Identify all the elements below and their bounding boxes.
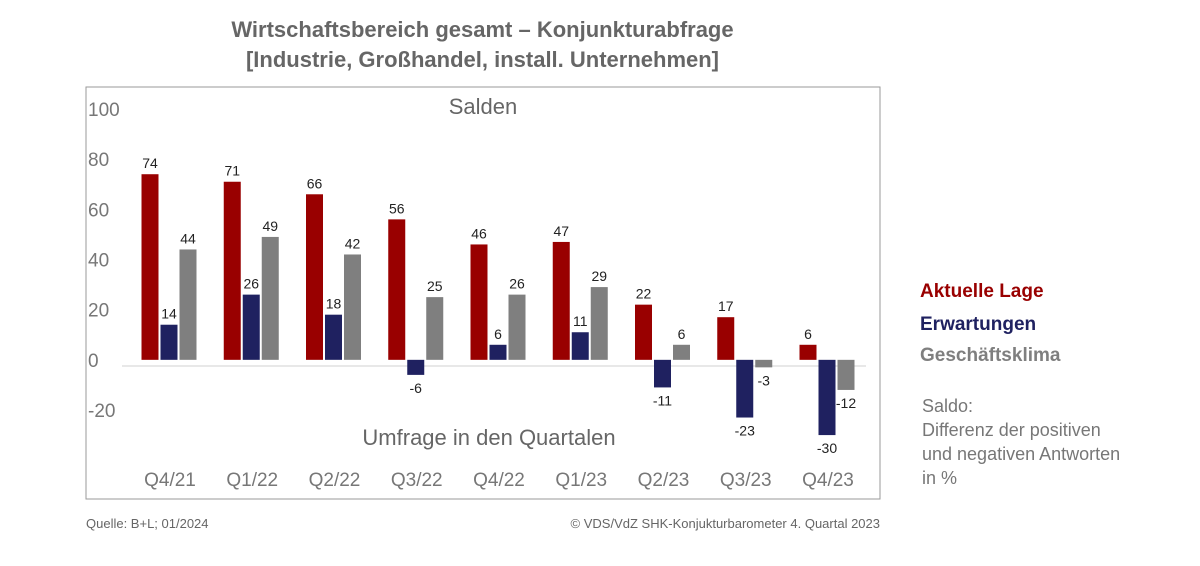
y-tick-label: 0 — [88, 351, 99, 372]
legend-item-aktuelle-lage: Aktuelle Lage — [920, 281, 1044, 303]
bar-erwartungen-q3-22 — [407, 359, 425, 375]
bar-erwartungen-q4-22 — [489, 344, 507, 360]
data-label: 29 — [591, 268, 607, 284]
chart-title-line1: Wirtschaftsbereich gesamt – Konjunkturab… — [231, 17, 734, 42]
x-tick-label: Q3/23 — [720, 470, 772, 491]
data-label: 74 — [142, 155, 158, 171]
x-tick-label: Q1/22 — [226, 470, 278, 491]
bar-gesch-ftsklima-q1-23 — [590, 287, 608, 360]
data-label: 49 — [262, 218, 278, 234]
data-label: 71 — [224, 163, 240, 179]
y-tick-label: 60 — [88, 200, 109, 221]
x-tick-label: Q3/22 — [391, 470, 443, 491]
data-label: -11 — [653, 392, 672, 408]
data-label: 26 — [243, 276, 259, 292]
data-label: 14 — [161, 306, 177, 322]
bar-gesch-ftsklima-q2-23 — [673, 344, 690, 360]
x-tick-label: Q2/22 — [309, 470, 361, 491]
x-tick-label: Q4/21 — [144, 470, 196, 491]
bar-erwartungen-q2-23 — [654, 359, 671, 388]
bar-erwartungen-q4-23 — [818, 359, 836, 436]
data-label: 6 — [804, 326, 812, 342]
note-line-3: und negativen Antworten — [922, 444, 1121, 464]
bar-gesch-ftsklima-q2-22 — [344, 254, 361, 360]
bar-aktuelle-lage-q1-23 — [552, 241, 570, 360]
chart-title-line2: [Industrie, Großhandel, install. Unterne… — [245, 47, 720, 72]
bar-erwartungen-q2-22 — [325, 314, 342, 360]
data-label: 11 — [573, 313, 588, 329]
bar-erwartungen-q3-23 — [736, 359, 754, 418]
x-axis-label: Umfrage in den Quartalen — [362, 425, 615, 450]
data-label: 46 — [471, 225, 487, 241]
bar-gesch-ftsklima-q4-21 — [179, 249, 197, 360]
bar-aktuelle-lage-q4-22 — [470, 244, 488, 360]
bar-aktuelle-lage-q2-23 — [635, 304, 652, 360]
data-label: 25 — [427, 278, 443, 294]
legend-label: Erwartungen — [920, 314, 1037, 335]
legend-item-erwartungen: Erwartungen — [920, 314, 1036, 336]
bar-aktuelle-lage-q1-22 — [223, 181, 241, 360]
data-label: 56 — [389, 200, 405, 216]
data-label: 17 — [718, 298, 734, 314]
data-label: 47 — [553, 223, 569, 239]
data-label: -12 — [836, 395, 856, 411]
bar-aktuelle-lage-q3-22 — [388, 219, 406, 360]
data-label: 66 — [307, 175, 323, 191]
data-label: 18 — [326, 296, 342, 312]
chart-subtitle: Salden — [449, 94, 518, 119]
footer-source: Quelle: B+L; 01/2024 — [86, 516, 209, 531]
bar-erwartungen-q1-22 — [242, 294, 260, 360]
bar-aktuelle-lage-q2-22 — [306, 194, 323, 360]
bar-gesch-ftsklima-q3-22 — [426, 297, 444, 360]
data-label: -6 — [410, 380, 423, 396]
data-label: 6 — [678, 326, 686, 342]
y-tick-label: 40 — [88, 251, 109, 272]
bar-gesch-ftsklima-q1-22 — [261, 236, 279, 360]
bar-aktuelle-lage-q4-21 — [141, 174, 159, 360]
data-label: 44 — [180, 230, 196, 246]
y-tick-label: -20 — [88, 401, 115, 422]
bar-erwartungen-q4-21 — [160, 324, 178, 360]
note-line-2: Differenz der positiven — [922, 420, 1101, 440]
y-tick-label: 100 — [88, 100, 120, 121]
data-label: 6 — [494, 326, 502, 342]
x-tick-label: Q2/23 — [638, 470, 690, 491]
data-label: 42 — [345, 235, 361, 251]
bar-aktuelle-lage-q4-23 — [799, 344, 817, 360]
data-label: -23 — [735, 423, 755, 439]
bar-gesch-ftsklima-q3-23 — [755, 359, 773, 368]
x-tick-label: Q4/23 — [802, 470, 854, 491]
note-line-1: Saldo: — [922, 396, 974, 416]
legend-item-geschaeftsklima: Geschäftsklima — [920, 345, 1060, 367]
data-label: -3 — [758, 372, 771, 388]
footer-copyright: © VDS/VdZ SHK-Konjukturbarometer 4. Quar… — [570, 516, 880, 531]
legend-label: Geschäftsklima — [920, 345, 1061, 366]
data-label: 26 — [509, 276, 525, 292]
data-label: 22 — [636, 286, 652, 302]
bar-gesch-ftsklima-q4-22 — [508, 294, 526, 360]
data-label: -30 — [817, 440, 837, 456]
x-tick-label: Q1/23 — [555, 470, 607, 491]
y-tick-label: 80 — [88, 150, 109, 171]
bar-gesch-ftsklima-q4-23 — [837, 359, 855, 390]
plot-frame — [85, 86, 881, 500]
note-line-4: in % — [922, 468, 958, 488]
legend-label: Aktuelle Lage — [920, 281, 1044, 302]
bar-erwartungen-q1-23 — [571, 332, 589, 360]
bar-aktuelle-lage-q3-23 — [717, 317, 735, 360]
x-tick-label: Q4/22 — [473, 470, 525, 491]
y-tick-label: 20 — [88, 301, 109, 322]
